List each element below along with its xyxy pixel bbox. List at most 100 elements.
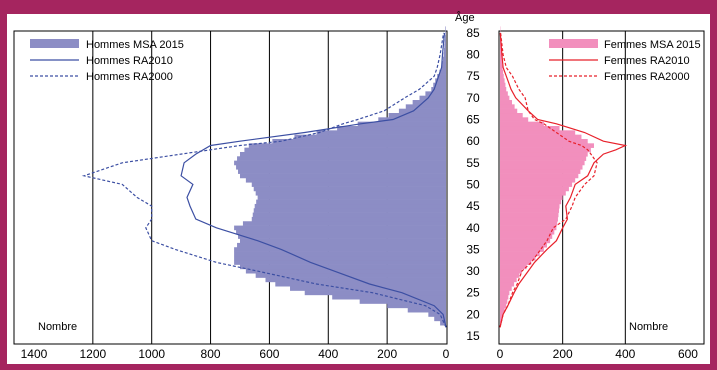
legend-label-women-2010: Femmes RA2010 [604,55,690,67]
women-x-tick-label: 200 [553,347,573,361]
age-tick-label: 60 [466,134,480,148]
women-2015-bar [500,113,523,118]
men-2015-bar [294,135,446,140]
men-x-axis-label: Nombre [38,321,77,333]
women-2015-bar [500,252,540,257]
men-2015-bar [243,221,446,226]
women-2015-bar [500,230,554,235]
legend-swatch-women-2015 [549,39,598,48]
women-2015-bar [500,122,544,127]
women-2015-bar [500,247,544,252]
women-2015-bar [500,208,559,213]
women-2015-bar [500,195,563,200]
women-2015-bar [500,239,550,244]
age-tick-label: 15 [466,329,480,343]
men-2015-bar [252,182,446,187]
women-2015-bar [500,161,585,166]
women-2015-bar [500,213,558,218]
age-tick-label: 35 [466,242,480,256]
age-tick-label: 30 [466,264,480,278]
men-2015-bar [399,109,446,114]
men-2015-bar [236,230,446,235]
men-2015-bar [445,26,446,31]
age-tick-label: 25 [466,286,480,300]
age-tick-label: 80 [466,48,480,62]
women-x-tick-label: 0 [497,347,504,361]
men-2015-bar [240,152,446,157]
women-2015-bar [500,299,507,304]
men-2015-bar [317,130,446,135]
women-2015-bar [500,178,575,183]
women-2015-bar [500,130,575,135]
women-2015-bar [500,65,503,70]
age-axis-title: Âge [455,11,475,24]
men-2015-bar [425,91,446,96]
women-2015-bar [500,256,536,261]
age-tick-label: 50 [466,177,480,191]
women-2015-bar [500,282,514,287]
women-2015-bar [500,204,560,209]
men-2015-bar [445,35,446,40]
women-2015-bar [500,291,509,296]
women-x-tick-label: 400 [615,347,635,361]
women-x-axis-label: Nombre [629,321,668,333]
men-2015-bar [256,200,446,205]
men-2015-bar [238,234,446,239]
women-2015-bar [500,83,505,88]
women-2015-bar [500,78,505,83]
men-2015-bar [246,269,446,274]
age-tick-label: 65 [466,113,480,127]
men-2015-bar [234,260,446,265]
men-2015-bar [444,52,446,57]
women-2015-bar [500,74,504,79]
men-2015-bar [254,187,446,192]
age-tick-label: 55 [466,156,480,170]
men-2015-bar [420,96,446,101]
men-2015-bar [234,161,446,166]
age-tick-label: 45 [466,199,480,213]
age-tick-label: 20 [466,307,480,321]
men-2015-bar [253,213,446,218]
men-2015-bar [249,143,446,148]
men-2015-bar [332,295,446,300]
age-tick-label: 75 [466,69,480,83]
women-x-tick-label: 600 [678,347,698,361]
women-2015-bar [500,152,588,157]
women-2015-bar [500,304,506,309]
women-2015-bar [500,126,560,131]
men-2015-bar [445,31,446,36]
women-2015-bar [500,265,527,270]
men-2015-bar [256,191,446,196]
men-x-tick-label: 1200 [79,347,106,361]
men-2015-bar [244,148,446,153]
men-2015-bar [443,57,446,62]
men-2015-bar [360,299,446,304]
women-2015-bar [500,165,583,170]
men-2015-bar [252,217,446,222]
men-x-tick-label: 200 [377,347,397,361]
women-2015-bar [500,61,502,66]
women-2015-bar [500,191,566,196]
men-x-tick-label: 400 [318,347,338,361]
men-2015-bar [413,100,446,105]
men-2015-bar [445,39,446,44]
legend-label-men-2015: Hommes MSA 2015 [86,39,184,51]
women-2015-bar [500,96,509,101]
men-2015-bar [387,304,446,309]
men-x-tick-label: 800 [201,347,221,361]
men-2015-bar [442,61,446,66]
men-2015-bar [240,239,446,244]
women-2015-bar [500,243,547,248]
men-2015-bar [246,178,446,183]
legend-label-men-2000: Hommes RA2000 [86,71,173,83]
women-2015-bar [500,169,580,174]
men-panel: 1400 1200 1000 800 600 400 200 0 Nombre Hommes … [14,26,450,361]
women-2015-bar [500,135,581,140]
women-2015-bar [500,226,556,231]
men-2015-bar [234,252,446,257]
men-2015-bar [337,126,446,131]
women-2015-bar [500,187,569,192]
men-2015-bar [389,113,446,118]
men-x-tick-label: 1400 [21,347,48,361]
men-2015-bar [406,104,446,109]
